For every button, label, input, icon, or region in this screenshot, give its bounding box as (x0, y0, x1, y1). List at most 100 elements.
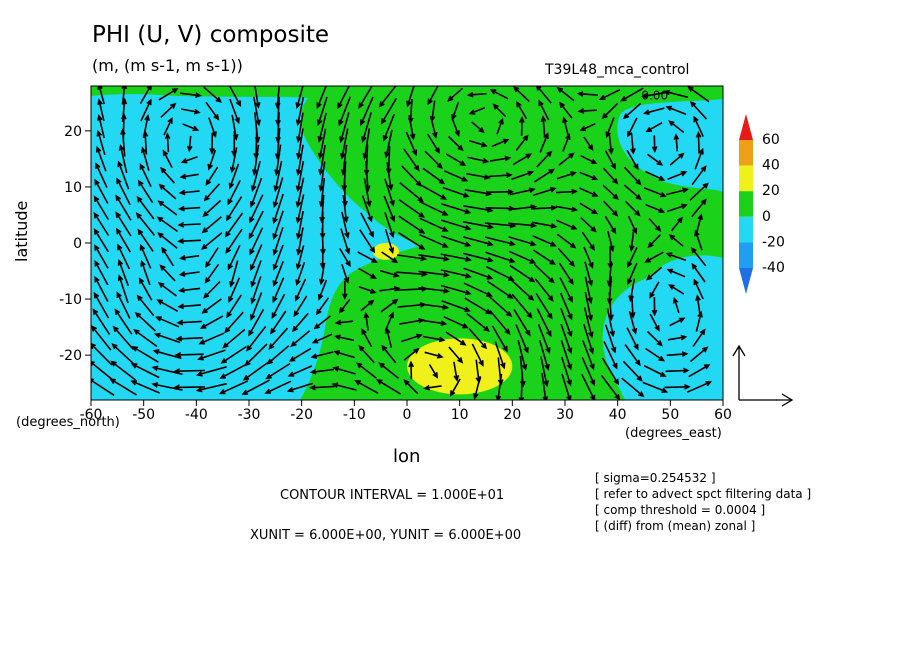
wind-arrow (222, 328, 246, 349)
wind-arrow (265, 362, 291, 380)
wind-arrow (489, 310, 511, 336)
wind-arrow (95, 145, 107, 172)
wind-arrow (562, 133, 571, 152)
wind-arrow (249, 227, 264, 256)
wind-arrow (626, 327, 639, 351)
wind-arrow (228, 86, 242, 108)
wind-arrow (646, 153, 664, 166)
wind-arrow (313, 315, 331, 330)
wind-arrow (295, 144, 304, 176)
wind-arrow (466, 312, 490, 332)
wind-arrow (175, 335, 203, 342)
wind-arrow (177, 205, 201, 212)
wind-arrow (157, 200, 178, 216)
wind-arrow (558, 262, 574, 286)
wind-arrow (159, 264, 176, 282)
wind-arrow (491, 325, 508, 353)
wind-arrow (603, 340, 618, 370)
wind-arrow (695, 294, 701, 316)
wind-arrow (691, 262, 706, 283)
x-axis-label: lon (393, 446, 421, 467)
wind-arrow (195, 382, 227, 393)
colorbar-label: 0 (762, 209, 771, 225)
wind-arrow (334, 334, 355, 342)
wind-arrow (131, 346, 159, 363)
wind-arrow (295, 86, 304, 110)
wind-arrow (577, 108, 598, 114)
wind-arrow (386, 162, 394, 192)
wind-arrow (645, 122, 663, 133)
wind-arrow (579, 202, 599, 215)
wind-arrow (627, 117, 638, 138)
x-tick-label: -30 (238, 407, 261, 423)
wind-arrow (204, 263, 220, 284)
wind-arrow (272, 177, 284, 209)
wind-arrow (295, 96, 305, 127)
wind-arrow (462, 252, 494, 263)
wind-arrow (161, 246, 175, 267)
wind-arrow (272, 277, 285, 304)
wind-arrow (467, 156, 490, 164)
wind-arrow (694, 147, 704, 170)
wind-arrow (178, 287, 201, 294)
wind-arrow (97, 98, 105, 122)
wind-arrow (116, 227, 131, 253)
wind-arrow (537, 324, 551, 355)
wind-arrow (651, 135, 658, 153)
wind-arrow (384, 228, 395, 255)
x-tick-label: 60 (714, 407, 732, 423)
wind-arrow (160, 166, 176, 184)
wind-arrow (579, 122, 596, 132)
wind-arrow (177, 221, 201, 228)
wind-arrow (491, 138, 510, 148)
wind-arrow (117, 274, 129, 304)
wind-arrow (399, 182, 424, 203)
wind-arrow (136, 195, 155, 220)
wind-arrow (666, 351, 689, 357)
wind-arrow (93, 195, 109, 220)
wind-arrow (354, 380, 379, 394)
wind-arrow (178, 271, 200, 277)
wind-arrow (695, 131, 702, 154)
wind-arrow (648, 217, 662, 232)
wind-arrow (406, 86, 415, 108)
wind-arrow (137, 179, 154, 204)
wind-arrow (384, 327, 393, 348)
wind-arrow (295, 210, 304, 240)
wind-arrow (227, 244, 241, 271)
wind-arrow (518, 116, 525, 136)
wind-arrow (250, 160, 261, 192)
wind-arrow (160, 102, 177, 118)
wind-arrow (645, 203, 666, 213)
wind-arrow (248, 210, 264, 240)
x-tick-label: -20 (290, 407, 313, 423)
wind-arrow (250, 276, 262, 305)
wind-arrow (264, 380, 292, 394)
wind-arrow (203, 183, 220, 202)
wind-arrow (600, 374, 621, 400)
wind-arrow (576, 91, 598, 97)
wind-arrow (92, 308, 111, 335)
x-tick-label: -40 (185, 407, 208, 423)
wind-arrow (464, 297, 493, 315)
wind-arrow (583, 323, 595, 355)
x-tick-label: -10 (343, 407, 366, 423)
wind-arrow (688, 364, 711, 378)
wind-arrow (219, 362, 248, 379)
wind-arrow (489, 155, 512, 162)
wind-arrow (408, 115, 416, 141)
wind-arrow (419, 217, 449, 232)
wind-arrow (536, 150, 553, 168)
wind-arrow (492, 103, 507, 118)
wind-arrow (381, 344, 397, 364)
wind-arrow (179, 92, 202, 98)
wind-arrow (485, 265, 515, 281)
wind-arrow (430, 116, 438, 139)
wind-arrow (180, 108, 201, 115)
wind-arrow (424, 351, 444, 359)
wind-arrow (200, 232, 223, 250)
wind-arrow (180, 156, 198, 164)
wind-arrow (152, 349, 182, 360)
wind-arrow (272, 193, 284, 225)
colorbar-label: 40 (762, 158, 780, 174)
